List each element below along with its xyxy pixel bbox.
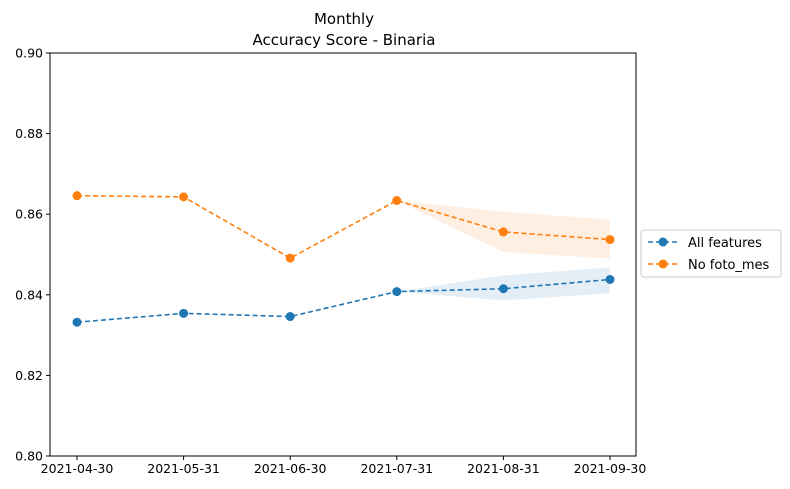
data-point-1 bbox=[392, 195, 402, 205]
data-point-0 bbox=[179, 308, 189, 318]
legend-marker-no-foto-mes bbox=[658, 259, 668, 269]
x-tick-label: 2021-07-31 bbox=[360, 461, 433, 476]
x-tick-label: 2021-04-30 bbox=[41, 461, 114, 476]
chart-subtitle: Accuracy Score - Binaria bbox=[253, 31, 436, 49]
x-tick-label: 2021-08-31 bbox=[467, 461, 540, 476]
legend-marker-all-features bbox=[658, 237, 668, 247]
data-point-1 bbox=[72, 191, 82, 201]
legend-item-no-foto-mes: No foto_mes bbox=[648, 258, 770, 273]
legend-item-all-features: All features bbox=[648, 236, 762, 251]
data-point-0 bbox=[285, 312, 295, 322]
chart-title: Monthly bbox=[314, 10, 374, 28]
confidence-band-0 bbox=[396, 267, 610, 301]
y-tick-label: 0.86 bbox=[15, 207, 43, 222]
data-point-1 bbox=[179, 192, 189, 202]
data-point-1 bbox=[498, 227, 508, 237]
legend-label-no-foto-mes: No foto_mes bbox=[688, 258, 770, 273]
x-tick-label: 2021-09-30 bbox=[574, 461, 647, 476]
plot-frame bbox=[49, 52, 637, 457]
legend: All features No foto_mes bbox=[640, 229, 782, 278]
y-tick-label: 0.80 bbox=[15, 449, 43, 464]
series-line-1 bbox=[76, 194, 611, 260]
x-tick-label: 2021-06-30 bbox=[254, 461, 327, 476]
data-point-0 bbox=[605, 274, 615, 284]
y-axis: 0.80 0.82 0.84 0.86 0.88 0.90 bbox=[15, 46, 50, 464]
data-point-1 bbox=[605, 235, 615, 245]
series-line-0 bbox=[76, 278, 611, 324]
data-point-0 bbox=[72, 317, 82, 327]
y-tick-label: 0.88 bbox=[15, 126, 43, 141]
data-point-0 bbox=[392, 287, 402, 297]
y-tick-label: 0.84 bbox=[15, 287, 43, 302]
data-point-0 bbox=[498, 284, 508, 294]
x-axis: 2021-04-30 2021-05-31 2021-06-30 2021-07-31… bbox=[41, 456, 647, 476]
y-tick-label: 0.90 bbox=[15, 46, 43, 61]
x-tick-label: 2021-05-31 bbox=[147, 461, 220, 476]
legend-label-all-features: All features bbox=[688, 236, 762, 251]
data-point-1 bbox=[285, 253, 295, 263]
y-tick-label: 0.82 bbox=[15, 368, 43, 383]
series-layer bbox=[72, 191, 615, 327]
